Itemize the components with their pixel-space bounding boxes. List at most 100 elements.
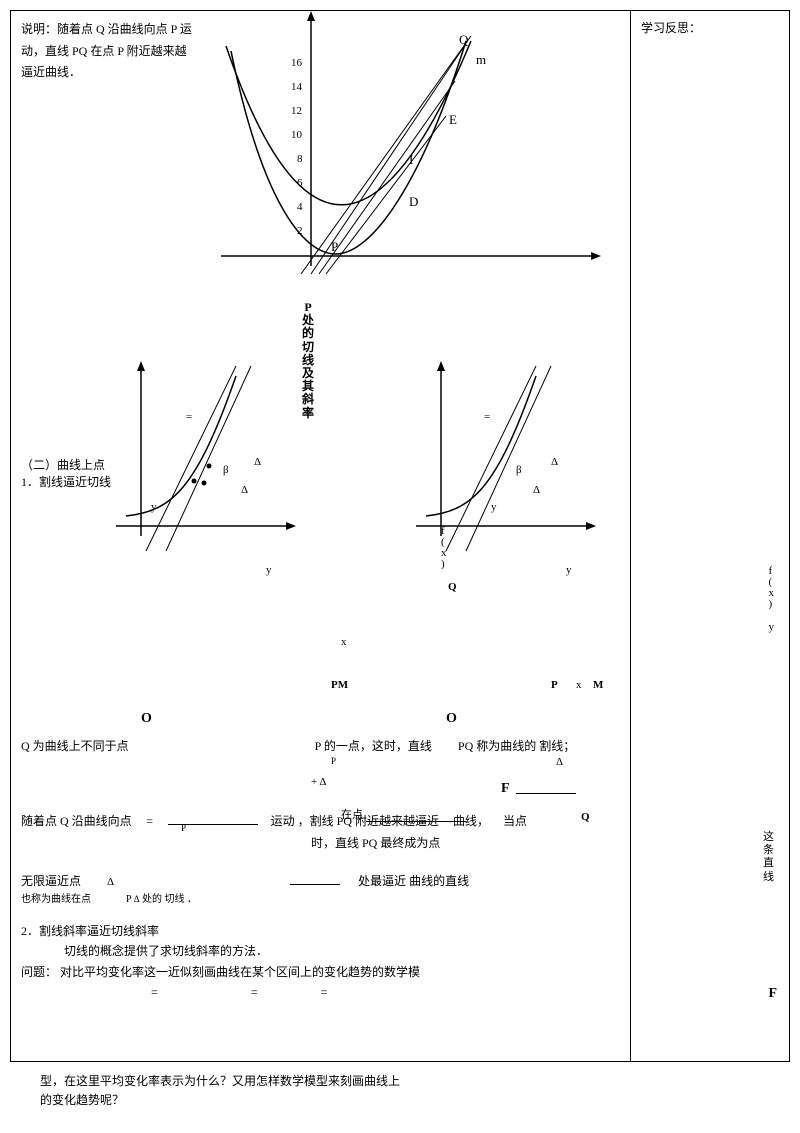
q-line: Q 为曲线上不同于点 P 的一点，这时，直线 PQ 称为曲线的 割线； — [21, 736, 621, 756]
top-chart: 2 4 6 8 10 12 14 16 Q m E I D P — [211, 11, 601, 281]
also-end: 处的 切线 ． — [142, 894, 197, 905]
wuxian-line: 无限逼近点 Δ 处最逼近 曲线的直线 — [21, 871, 621, 892]
y-ticks: 2 4 6 8 10 12 14 16 — [291, 57, 303, 237]
side-column: 学习反思： f(x) y 这条直线 F — [633, 11, 789, 1061]
sub2: 2．割线斜率逼近切线斜率 — [21, 924, 159, 938]
parabola — [226, 41, 471, 205]
move-mid3: 当点 — [503, 814, 527, 828]
y-r2: y — [566, 564, 572, 576]
sub-p2: P — [181, 823, 186, 833]
left-dot1 — [192, 479, 197, 484]
secant-3 — [319, 81, 455, 274]
main-column: 说明：随着点 Q 沿曲线向点 P 运 动，直线 PQ 在点 P 附近越来越 逼近… — [11, 11, 631, 1061]
delta-l1: Δ — [254, 456, 261, 468]
footer-l1: 型，在这里平均变化率表示为什么？又用怎样数学模型来刻画曲线上 — [40, 1074, 400, 1088]
also-p: P — [126, 894, 131, 905]
M-r: M — [593, 679, 603, 691]
Q-m: Q — [448, 581, 457, 593]
blank-at — [366, 809, 466, 822]
delta-l2: Δ — [241, 484, 248, 496]
x2: x — [576, 679, 582, 691]
blank-f — [516, 781, 576, 794]
sub-p: P — [331, 756, 336, 766]
eq-l: = — [186, 411, 192, 423]
ytick-2: 2 — [297, 225, 303, 237]
secant-4 — [326, 116, 446, 274]
y-l: y — [151, 501, 157, 513]
ytick-6: 6 — [297, 177, 303, 189]
ytick-12: 12 — [291, 105, 302, 117]
ytick-14: 14 — [291, 81, 303, 93]
y-side: y — [769, 621, 775, 633]
secant-1 — [301, 36, 471, 274]
move-line: 随着点 Q 沿曲线向点 = 运动 ，割线 PQ 附近越来越逼近 曲线， 当点 — [21, 811, 621, 831]
ytick-8: 8 — [297, 153, 303, 165]
parabola-curve — [231, 41, 466, 254]
label-D: D — [409, 194, 418, 209]
sub2-text: 切线的概念提供了求切线斜率的方法． — [64, 944, 268, 958]
vl-0: P — [304, 300, 311, 314]
plus-d: + Δ — [311, 776, 326, 788]
sec2-head: （二）曲线上点 — [21, 458, 105, 472]
right-sec2 — [466, 366, 551, 551]
page-frame: 说明：随着点 Q 沿曲线向点 P 运 动，直线 PQ 在点 P 附近越来越 逼近… — [10, 10, 790, 1062]
ytick-10: 10 — [291, 129, 303, 141]
q-pre: Q 为曲线上不同于点 — [21, 739, 129, 753]
thisline: 这条直线 — [763, 831, 777, 884]
O-l: O — [141, 711, 152, 727]
label-Q: Q — [459, 32, 469, 47]
sub2-block: 2．割线斜率逼近切线斜率 切线的概念提供了求切线斜率的方法． 问题： 对比平均变… — [21, 921, 621, 1003]
F-side: F — [768, 986, 777, 1002]
x-arrow — [591, 252, 601, 260]
wuxian: 无限逼近点 — [21, 874, 81, 888]
left-sec2 — [166, 366, 251, 551]
Q-end: Q — [581, 811, 590, 823]
label-I: I — [409, 152, 413, 167]
at: 在点 — [341, 806, 363, 822]
top-chart-svg: 2 4 6 8 10 12 14 16 Q m E I D P — [211, 11, 601, 281]
left-dot3 — [207, 464, 212, 469]
left-dot2 — [202, 481, 207, 486]
time-block: 时，直线 PQ 最终成为点 — [311, 836, 461, 850]
label-P: P — [331, 239, 338, 254]
vl-2: 的 — [302, 326, 314, 340]
approx-end: 处最逼近 曲线的直线 — [358, 874, 469, 888]
fx-m: f(x) — [441, 526, 447, 570]
intro-l3: 逼近曲线． — [21, 65, 81, 79]
ytick-4: 4 — [297, 201, 303, 213]
label-m: m — [476, 52, 486, 67]
also: 也称为曲线在点 — [21, 894, 91, 905]
also-line: 也称为曲线在点 P Δ 处的 切线 ． — [21, 891, 197, 908]
footer-l2: 的变化趋势呢？ — [40, 1093, 124, 1107]
q-mid: P 的一点，这时，直线 — [315, 739, 432, 753]
delta-r2: Δ — [533, 484, 540, 496]
footer: 型，在这里平均变化率表示为什么？又用怎样数学模型来刻画曲线上 的变化趋势呢？ — [40, 1072, 760, 1110]
y-l2: y — [266, 564, 272, 576]
intro-l1: 说明：随着点 Q 沿曲线向点 P 运 — [21, 22, 192, 36]
P-r: P — [551, 679, 558, 691]
F-mid: F — [501, 781, 510, 797]
right-sec1 — [446, 366, 536, 551]
O-r: O — [446, 711, 457, 727]
time: 时，直线 PQ 最终成为点 — [311, 836, 440, 850]
left-curve — [126, 376, 236, 516]
label-E: E — [449, 112, 457, 127]
left-yarrow — [137, 361, 145, 371]
PM-l: PM — [331, 679, 348, 691]
eq-r: = — [484, 411, 490, 423]
delta-r1: Δ — [551, 456, 558, 468]
right-yarrow — [437, 361, 445, 371]
move-pre: 随着点 Q 沿曲线向点 — [21, 814, 132, 828]
section-2: （二）曲线上点 1．割线逼近切线 — [21, 456, 111, 490]
right-xarrow — [586, 522, 596, 530]
reflect: 学习反思： — [641, 21, 701, 35]
also-d: Δ — [134, 894, 140, 904]
sec2-sub1: 1．割线逼近切线 — [21, 475, 111, 489]
ytick-16: 16 — [291, 57, 303, 69]
vl-3: 切 — [302, 340, 314, 354]
x-lone: x — [341, 636, 347, 648]
delta-sub: Δ — [556, 756, 563, 768]
left-xarrow — [286, 522, 296, 530]
intro-text: 说明：随着点 Q 沿曲线向点 P 运 动，直线 PQ 在点 P 附近越来越 逼近… — [21, 19, 221, 84]
q-after: 称为曲线的 割线； — [476, 739, 575, 753]
